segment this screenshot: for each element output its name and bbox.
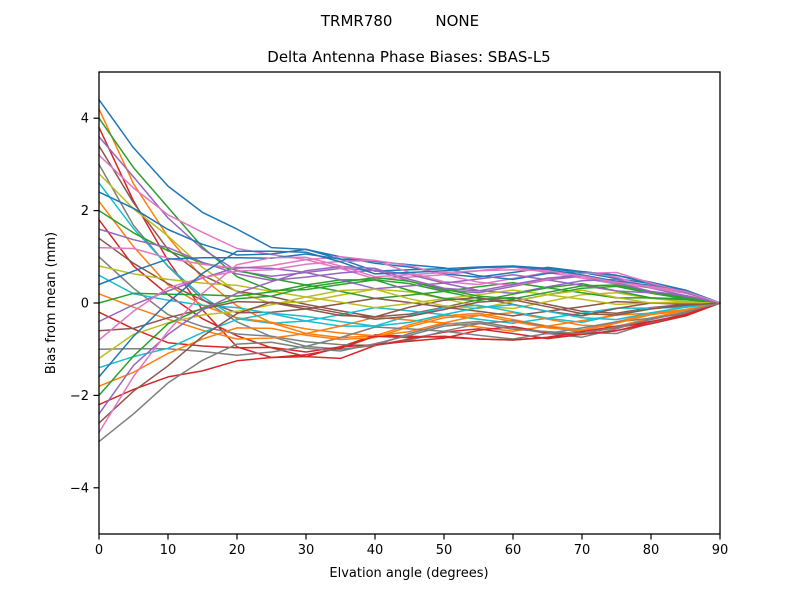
- y-tick-label: 0: [81, 297, 89, 312]
- series-line-33: [98, 276, 721, 397]
- series-line-36: [98, 299, 721, 424]
- plot-border: [98, 71, 721, 535]
- x-axis-label: Elvation angle (degrees): [329, 566, 488, 581]
- series-line-24: [98, 302, 721, 353]
- series-line-01: [98, 98, 721, 304]
- series-line-07: [98, 154, 721, 304]
- x-tick-label: 90: [712, 543, 729, 558]
- x-tick-label: 80: [643, 543, 660, 558]
- y-axis-ticks: −4 −2 0 2 4: [70, 112, 99, 496]
- x-tick-label: 40: [367, 543, 384, 558]
- x-axis-ticks: 0 10 20 30 40 50 60 70 80 90: [95, 534, 728, 558]
- series-line-06: [98, 145, 721, 318]
- series-line-19: [98, 265, 721, 309]
- series-line-34: [98, 302, 721, 406]
- figure-suptitle: TRMR780 NONE: [320, 12, 479, 30]
- series-line-09: [98, 172, 721, 310]
- y-axis-label: Bias from mean (mm): [44, 232, 59, 374]
- x-tick-label: 30: [298, 543, 315, 558]
- series-line-28: [98, 302, 721, 356]
- series-line-30: [98, 302, 721, 369]
- series-line-18: [98, 256, 721, 347]
- y-tick-label: −4: [70, 481, 89, 496]
- x-tick-label: 0: [95, 543, 103, 558]
- series-line-27: [98, 259, 721, 341]
- x-tick-label: 10: [160, 543, 177, 558]
- series-line-37: [98, 256, 721, 434]
- series-line-08: [98, 163, 721, 350]
- series-line-26: [98, 296, 721, 332]
- series-line-16: [98, 237, 721, 317]
- x-tick-label: 50: [436, 543, 453, 558]
- series-lines: [98, 98, 721, 443]
- y-tick-label: 2: [81, 204, 89, 219]
- x-tick-label: 70: [574, 543, 591, 558]
- series-line-32: [98, 302, 721, 387]
- chart-title: Delta Antenna Phase Biases: SBAS-L5: [267, 48, 550, 66]
- series-line-38: [98, 302, 721, 443]
- y-tick-label: 4: [81, 112, 89, 127]
- x-tick-label: 20: [229, 543, 246, 558]
- x-tick-label: 60: [505, 543, 522, 558]
- series-line-31: [98, 250, 721, 378]
- y-tick-label: −2: [70, 389, 89, 404]
- series-line-21: [98, 253, 721, 304]
- series-line-03: [98, 117, 721, 304]
- series-line-29: [98, 288, 721, 360]
